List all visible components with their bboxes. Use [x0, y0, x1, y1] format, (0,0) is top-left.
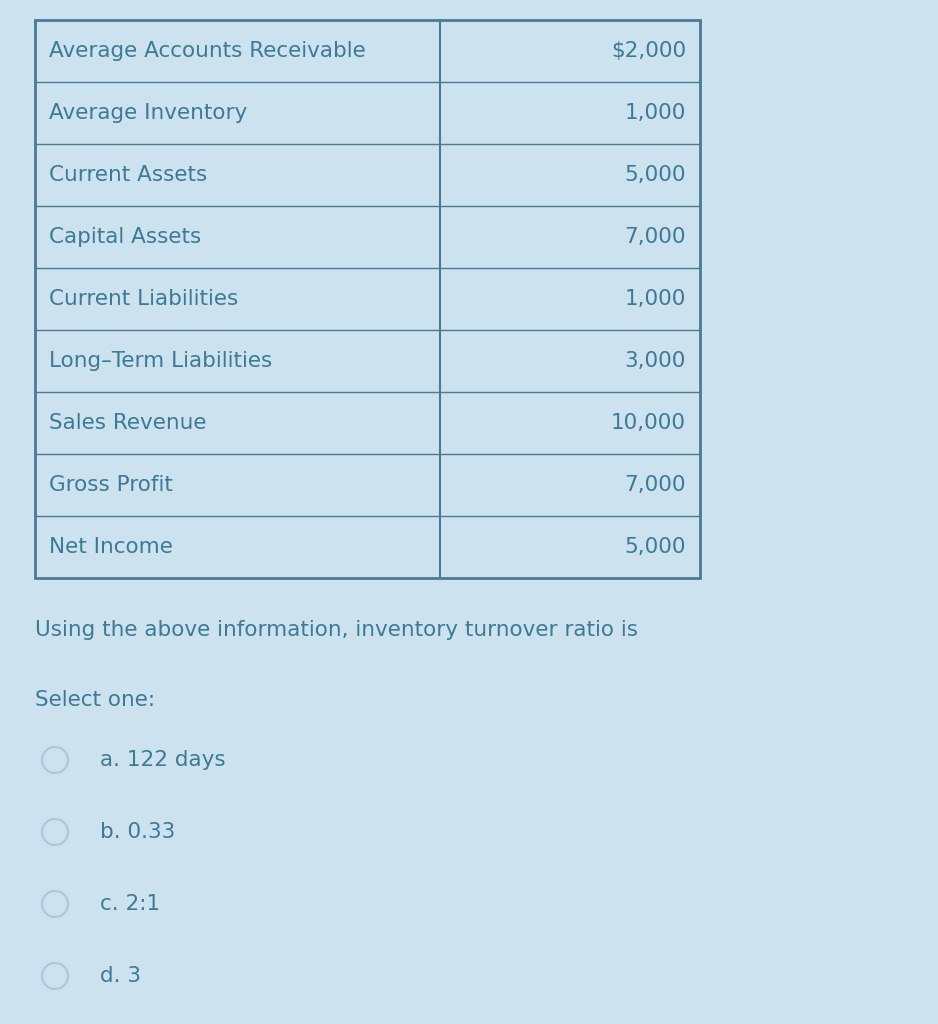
Circle shape — [42, 819, 68, 845]
Circle shape — [42, 746, 68, 773]
Text: $2,000: $2,000 — [611, 41, 686, 61]
Text: b. 0.33: b. 0.33 — [100, 822, 175, 842]
Text: 7,000: 7,000 — [625, 227, 686, 247]
Text: 1,000: 1,000 — [625, 103, 686, 123]
Circle shape — [42, 963, 68, 989]
Text: c. 2:1: c. 2:1 — [100, 894, 160, 914]
Bar — [35, 20, 700, 578]
Text: Gross Profit: Gross Profit — [49, 475, 173, 495]
Text: Net Income: Net Income — [49, 537, 173, 557]
Text: a. 122 days: a. 122 days — [100, 750, 226, 770]
Text: 7,000: 7,000 — [625, 475, 686, 495]
Text: 1,000: 1,000 — [625, 289, 686, 309]
Text: Sales Revenue: Sales Revenue — [49, 413, 206, 433]
Text: Average Inventory: Average Inventory — [49, 103, 248, 123]
Text: Average Accounts Receivable: Average Accounts Receivable — [49, 41, 366, 61]
Text: d. 3: d. 3 — [100, 966, 141, 986]
Text: Current Assets: Current Assets — [49, 165, 207, 185]
Text: Long–Term Liabilities: Long–Term Liabilities — [49, 351, 272, 371]
Text: 5,000: 5,000 — [625, 165, 686, 185]
Text: 10,000: 10,000 — [611, 413, 686, 433]
Circle shape — [42, 891, 68, 918]
Text: Capital Assets: Capital Assets — [49, 227, 202, 247]
Text: Select one:: Select one: — [35, 690, 155, 710]
Text: 3,000: 3,000 — [625, 351, 686, 371]
Text: Using the above information, inventory turnover ratio is: Using the above information, inventory t… — [35, 620, 638, 640]
Text: Current Liabilities: Current Liabilities — [49, 289, 238, 309]
Text: 5,000: 5,000 — [625, 537, 686, 557]
